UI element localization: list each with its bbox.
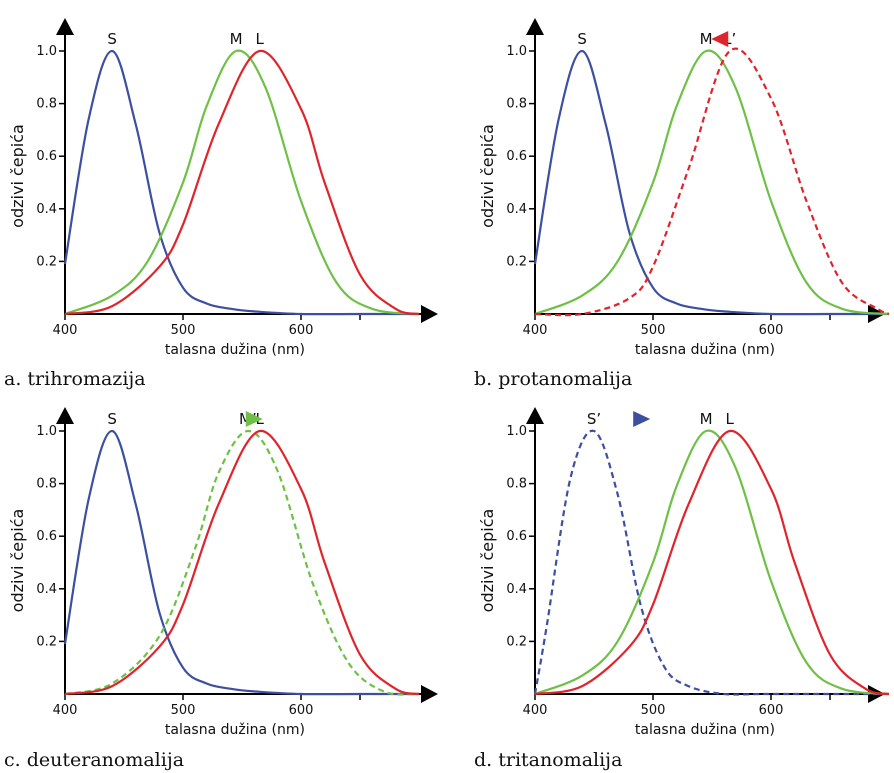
y-tick-label: 0.8	[36, 477, 57, 492]
series-label: S’	[587, 410, 601, 428]
y-tick-label: 0.2	[506, 254, 527, 269]
series-line-L	[534, 429, 890, 696]
series-line-M	[64, 49, 420, 316]
series-label: M	[700, 410, 713, 428]
x-axis-label: talasna dužina (nm)	[635, 722, 775, 738]
y-axis-label: odzivi čepića	[8, 509, 27, 613]
shift-arrow-icon	[633, 411, 651, 427]
panel-title-d: d. tritanomalija	[474, 749, 623, 771]
series-line-L	[64, 49, 420, 316]
series-label: M	[700, 30, 713, 48]
chart-trihromazija: 400 500 600 0.2 0.4 0.6 0.8 1.0 talasna dužina (…	[8, 18, 438, 358]
y-tick-label: 0.4	[506, 202, 527, 217]
y-tick-label: 0.4	[36, 582, 57, 597]
shift-arrow-icon	[711, 31, 729, 47]
panel-title-a: a. trihromazija	[4, 368, 146, 390]
y-axis-label: odzivi čepića	[478, 124, 497, 228]
x-tick-label: 500	[641, 703, 666, 718]
y-tick-label: 0.6	[506, 149, 527, 164]
y-tick-label: 0.8	[36, 97, 57, 112]
series-line-S	[533, 429, 889, 696]
x-tick-label: 400	[523, 323, 548, 338]
y-axis-label: odzivi čepića	[478, 509, 497, 613]
shift-arrow-icon	[245, 411, 263, 427]
y-tick-label: 0.8	[506, 97, 527, 112]
series-line-S	[63, 49, 419, 316]
x-axis-label: talasna dužina (nm)	[165, 722, 305, 738]
series-label: S	[107, 410, 117, 428]
series-line-M	[534, 49, 890, 316]
y-axis-arrow	[526, 18, 544, 35]
y-tick-label: 1.0	[36, 44, 57, 59]
x-tick-label: 400	[53, 323, 78, 338]
panel-title-c: c. deuteranomalija	[4, 749, 185, 771]
y-axis-arrow	[56, 18, 74, 35]
y-tick-label: 0.8	[506, 477, 527, 492]
series-line-M	[534, 429, 890, 696]
series-label: L	[256, 30, 265, 48]
y-tick-label: 0.6	[506, 529, 527, 544]
x-axis-arrow	[421, 685, 438, 703]
series-label: L	[726, 410, 735, 428]
series-line-S	[533, 49, 889, 316]
series-label: S	[107, 30, 117, 48]
chart-tritanomalija: 400 500 600 0.2 0.4 0.6 0.8 1.0 talasna dužina (…	[478, 407, 890, 738]
y-tick-label: 0.6	[36, 149, 57, 164]
y-tick-label: 0.4	[506, 582, 527, 597]
y-tick-label: 1.0	[36, 424, 57, 439]
x-tick-label: 400	[523, 703, 548, 718]
y-tick-label: 0.6	[36, 529, 57, 544]
y-axis-arrow	[56, 407, 74, 424]
x-tick-label: 600	[289, 323, 314, 338]
y-tick-label: 1.0	[506, 424, 527, 439]
x-tick-label: 500	[641, 323, 666, 338]
x-tick-label: 400	[53, 703, 78, 718]
series-label: S	[577, 30, 587, 48]
y-tick-label: 0.2	[36, 254, 57, 269]
x-tick-label: 500	[171, 703, 196, 718]
x-axis-arrow	[421, 305, 438, 323]
series-line-L	[534, 47, 890, 317]
y-tick-label: 0.2	[36, 634, 57, 649]
x-tick-label: 600	[289, 703, 314, 718]
series-line-L	[64, 429, 420, 696]
panel-title-b: b. protanomalija	[474, 368, 633, 390]
series-line-S	[63, 429, 419, 696]
y-tick-label: 1.0	[506, 44, 527, 59]
y-axis-arrow	[526, 407, 544, 424]
chart-protanomalija: 400 500 600 0.2 0.4 0.6 0.8 1.0 talasna dužina (…	[478, 18, 890, 358]
x-tick-label: 500	[171, 323, 196, 338]
x-tick-label: 600	[759, 323, 784, 338]
y-axis-label: odzivi čepića	[8, 124, 27, 228]
x-axis-label: talasna dužina (nm)	[635, 342, 775, 358]
series-label: M	[230, 30, 243, 48]
series-line-M	[64, 429, 420, 696]
x-tick-label: 600	[759, 703, 784, 718]
x-axis-label: talasna dužina (nm)	[165, 342, 305, 358]
y-tick-label: 0.4	[36, 202, 57, 217]
y-tick-label: 0.2	[506, 634, 527, 649]
chart-deuteranomalija: 400 500 600 0.2 0.4 0.6 0.8 1.0 talasna dužina (…	[8, 407, 438, 738]
